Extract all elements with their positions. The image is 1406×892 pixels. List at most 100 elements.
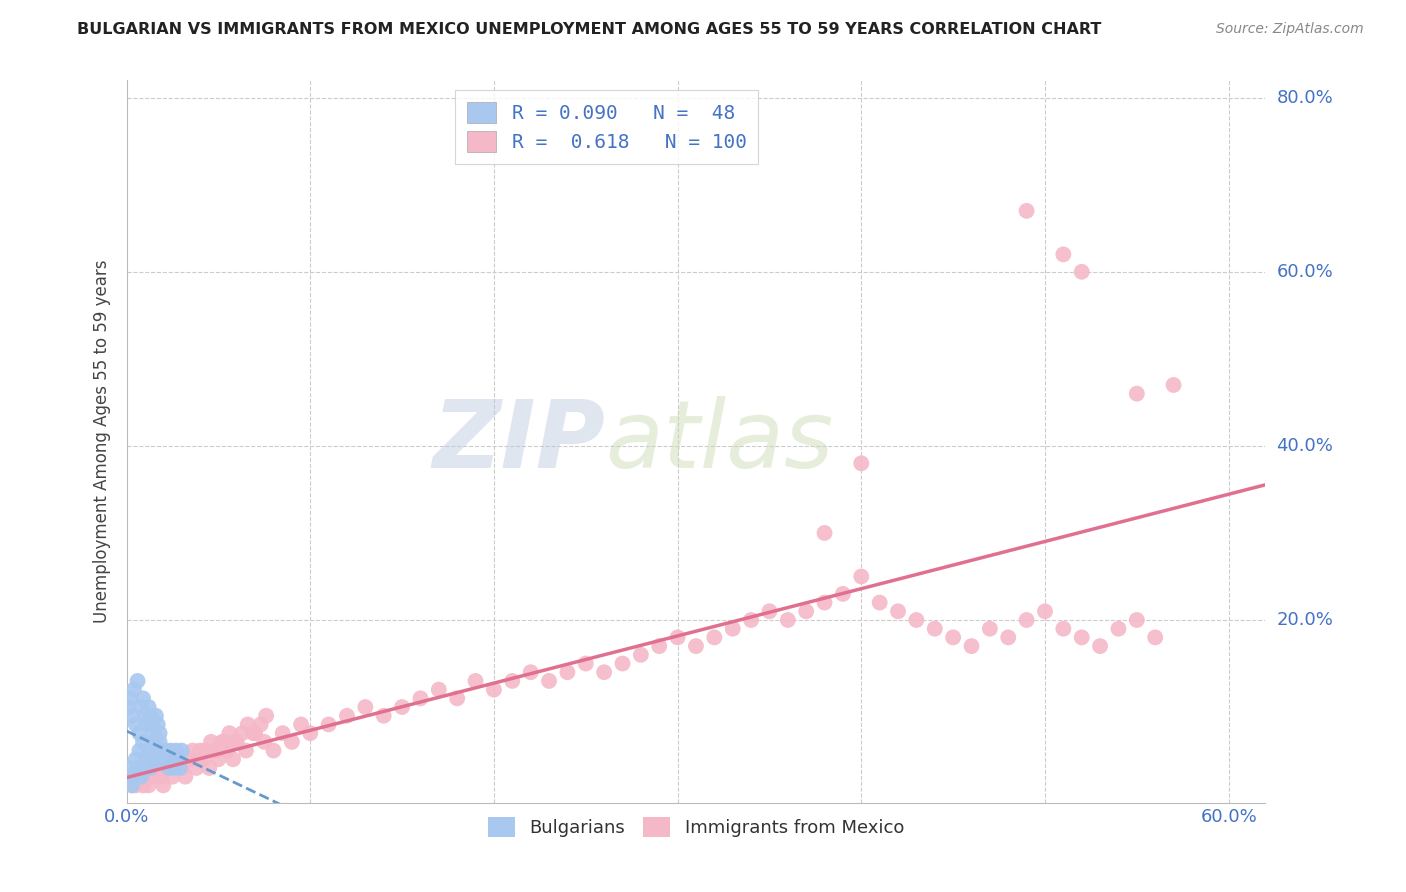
Text: BULGARIAN VS IMMIGRANTS FROM MEXICO UNEMPLOYMENT AMONG AGES 55 TO 59 YEARS CORRE: BULGARIAN VS IMMIGRANTS FROM MEXICO UNEM… — [77, 22, 1102, 37]
Point — [120, 691, 142, 706]
Point — [145, 743, 167, 757]
Point — [146, 717, 169, 731]
Point — [170, 743, 193, 757]
Point — [1033, 604, 1056, 618]
Point — [149, 726, 172, 740]
Point — [225, 735, 247, 749]
Point — [152, 752, 174, 766]
Point — [143, 761, 166, 775]
Point — [132, 735, 155, 749]
Point — [794, 604, 817, 618]
Point — [162, 752, 184, 766]
Point — [1088, 639, 1111, 653]
Point — [122, 682, 145, 697]
Text: 80.0%: 80.0% — [1277, 88, 1333, 107]
Point — [776, 613, 799, 627]
Point — [832, 587, 855, 601]
Point — [134, 770, 156, 784]
Point — [165, 743, 187, 757]
Point — [187, 752, 209, 766]
Point — [409, 691, 432, 706]
Point — [134, 708, 156, 723]
Point — [135, 717, 157, 731]
Point — [813, 525, 835, 540]
Point — [373, 708, 395, 723]
Point — [685, 639, 707, 653]
Point — [997, 631, 1019, 645]
Point — [132, 778, 155, 792]
Point — [813, 596, 835, 610]
Point — [249, 717, 271, 731]
Point — [181, 743, 204, 757]
Point — [127, 673, 149, 688]
Point — [235, 743, 257, 757]
Point — [1107, 622, 1129, 636]
Point — [575, 657, 598, 671]
Point — [134, 761, 156, 775]
Point — [519, 665, 541, 680]
Point — [139, 770, 162, 784]
Point — [167, 752, 190, 766]
Point — [537, 673, 560, 688]
Point — [464, 673, 486, 688]
Point — [132, 691, 155, 706]
Point — [127, 770, 149, 784]
Point — [138, 700, 160, 714]
Point — [758, 604, 780, 618]
Point — [135, 752, 157, 766]
Point — [125, 778, 148, 792]
Point — [427, 682, 450, 697]
Point — [204, 743, 226, 757]
Point — [120, 761, 142, 775]
Point — [1126, 386, 1149, 401]
Point — [446, 691, 468, 706]
Text: 40.0%: 40.0% — [1277, 437, 1333, 455]
Point — [145, 761, 167, 775]
Point — [222, 752, 245, 766]
Point — [299, 726, 322, 740]
Point — [212, 735, 235, 749]
Point — [146, 752, 169, 766]
Point — [243, 726, 266, 740]
Point — [1144, 631, 1167, 645]
Point — [188, 743, 211, 757]
Point — [242, 726, 264, 740]
Point — [156, 761, 179, 775]
Point — [648, 639, 671, 653]
Point — [163, 752, 186, 766]
Point — [117, 700, 139, 714]
Point — [869, 596, 891, 610]
Point — [193, 752, 215, 766]
Point — [612, 657, 634, 671]
Point — [1163, 378, 1185, 392]
Point — [149, 770, 172, 784]
Point — [167, 752, 190, 766]
Point — [198, 761, 221, 775]
Point — [128, 743, 150, 757]
Point — [117, 770, 139, 784]
Point — [152, 778, 174, 792]
Point — [159, 743, 181, 757]
Text: 60.0%: 60.0% — [1277, 263, 1333, 281]
Point — [141, 717, 163, 731]
Point — [942, 631, 965, 645]
Point — [236, 717, 259, 731]
Point — [391, 700, 413, 714]
Point — [163, 761, 186, 775]
Point — [145, 708, 167, 723]
Point — [205, 743, 228, 757]
Point — [129, 770, 152, 784]
Point — [1052, 247, 1074, 261]
Text: atlas: atlas — [605, 396, 834, 487]
Point — [703, 631, 725, 645]
Point — [1015, 203, 1038, 218]
Point — [207, 752, 229, 766]
Point — [180, 752, 202, 766]
Point — [217, 743, 239, 757]
Point — [127, 761, 149, 775]
Point — [1015, 613, 1038, 627]
Point — [1126, 613, 1149, 627]
Point — [121, 778, 143, 792]
Point — [979, 622, 1001, 636]
Point — [169, 761, 191, 775]
